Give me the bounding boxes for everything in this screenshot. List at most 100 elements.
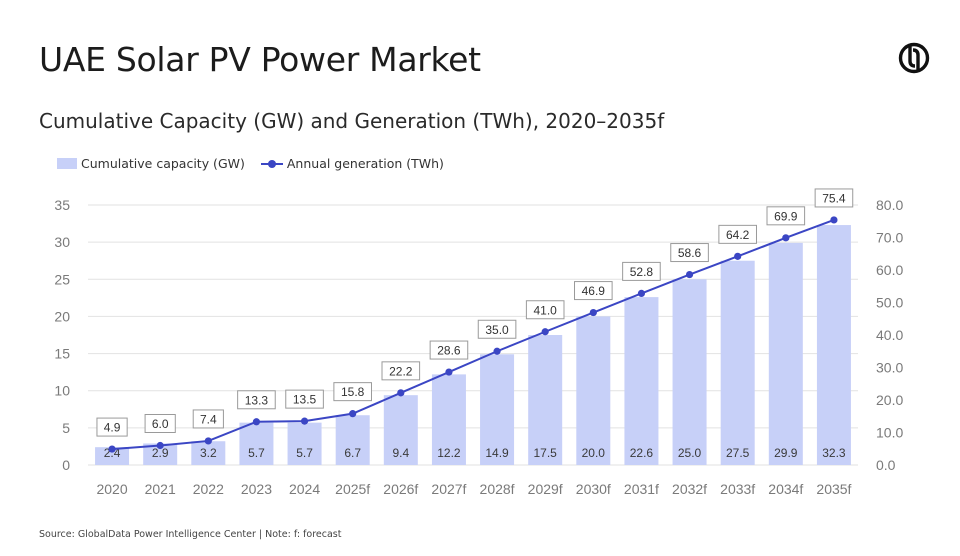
generation-label-box: [766, 206, 806, 226]
generation-point-label: 13.5: [293, 393, 317, 407]
capacity-bar-label: 25.0: [678, 446, 702, 460]
generation-point: [493, 347, 501, 355]
y-left-tick-label: 30: [54, 234, 70, 250]
generation-label-box: [192, 409, 224, 429]
capacity-bar: [191, 441, 226, 465]
generation-label-box: [333, 382, 372, 402]
generation-point-label: 69.9: [774, 209, 798, 223]
x-tick-label: 2031f: [624, 481, 659, 497]
x-tick-label: 2026f: [383, 481, 418, 497]
x-tick-label: 2020: [96, 481, 127, 497]
generation-point: [300, 417, 309, 425]
chart-legend: Cumulative capacity (GW) Annual generati…: [57, 156, 444, 171]
capacity-bar: [143, 443, 178, 465]
generation-point-label: 13.3: [245, 393, 269, 407]
y-right-tick-label: 80.0: [876, 197, 903, 213]
x-tick-label: 2027f: [431, 481, 466, 497]
globaldata-logo-icon: [898, 42, 930, 74]
generation-point-label: 52.8: [630, 265, 654, 279]
generation-point: [204, 437, 212, 445]
x-tick-label: 2032f: [672, 481, 707, 497]
capacity-bar: [720, 260, 755, 465]
x-tick-label: 2034f: [768, 481, 803, 497]
source-note: Source: GlobalData Power Intelligence Ce…: [39, 529, 342, 540]
x-tick-label: 2035f: [816, 481, 851, 497]
y-right-tick-label: 30.0: [876, 360, 903, 376]
x-tick-label: 2021: [145, 481, 176, 497]
generation-point: [156, 441, 164, 450]
generation-point: [589, 308, 597, 317]
y-right-tick-label: 70.0: [876, 230, 903, 246]
generation-label-box: [381, 361, 421, 381]
y-right-tick-label: 10.0: [876, 425, 903, 441]
x-tick-label: 2024: [289, 481, 320, 497]
generation-point-label: 64.2: [726, 228, 750, 242]
generation-point-label: 7.4: [200, 412, 217, 426]
generation-line: [111, 219, 835, 451]
legend-line-label: Annual generation (TWh): [286, 156, 444, 171]
capacity-bar-label: 22.6: [630, 446, 654, 460]
generation-point-label: 35.0: [485, 323, 509, 337]
capacity-bar-label: 32.3: [822, 446, 846, 460]
generation-point: [108, 445, 116, 453]
generation-point-label: 15.8: [341, 385, 365, 399]
x-tick-label: 2028f: [480, 481, 515, 497]
generation-point-label: 46.9: [582, 284, 606, 298]
generation-label-box: [477, 319, 517, 339]
generation-point: [445, 368, 453, 376]
capacity-bar: [816, 225, 851, 465]
capacity-bar-label: 9.4: [392, 446, 409, 460]
generation-point: [252, 418, 261, 426]
generation-point-label: 4.9: [104, 421, 121, 435]
generation-label-box: [574, 281, 613, 301]
y-right-tick-label: 60.0: [876, 262, 903, 278]
generation-label-box: [144, 414, 176, 433]
capacity-bar: [335, 415, 370, 465]
generation-point-label: 6.0: [152, 417, 169, 431]
capacity-bar: [480, 354, 515, 465]
generation-label-box: [285, 389, 324, 409]
page-title: UAE Solar PV Power Market: [39, 40, 481, 79]
generation-point-label: 28.6: [437, 344, 461, 358]
y-left-tick-label: 25: [54, 271, 70, 287]
generation-point: [782, 234, 790, 242]
capacity-bar: [528, 335, 563, 465]
chart-subtitle: Cumulative Capacity (GW) and Generation …: [39, 109, 665, 133]
generation-label-box: [429, 340, 469, 360]
generation-label-box: [237, 390, 276, 410]
capacity-bar: [95, 447, 130, 465]
generation-point: [349, 410, 357, 418]
capacity-bar-label: 29.9: [774, 446, 798, 460]
capacity-bar: [768, 242, 803, 465]
legend-line-swatch: [260, 158, 283, 170]
x-tick-label: 2025f: [335, 481, 370, 497]
generation-point-label: 58.6: [678, 246, 702, 260]
capacity-bar-label: 12.2: [437, 446, 461, 460]
capacity-bar-label: 17.5: [534, 446, 558, 460]
generation-point-label: 22.2: [389, 364, 413, 378]
capacity-bar-label: 27.5: [726, 446, 750, 460]
x-tick-label: 2030f: [576, 481, 611, 497]
capacity-bar-label: 3.2: [200, 446, 217, 460]
capacity-bar-label: 6.7: [344, 446, 361, 460]
x-tick-label: 2029f: [528, 481, 563, 497]
generation-point-label: 75.4: [822, 191, 846, 205]
generation-point-label: 41.0: [534, 303, 558, 317]
generation-point: [685, 270, 694, 279]
capacity-bar: [576, 316, 611, 465]
x-tick-label: 2023: [241, 481, 272, 497]
capacity-bar-label: 5.7: [296, 446, 313, 460]
x-tick-label: 2022: [193, 481, 224, 497]
y-left-tick-label: 5: [62, 420, 70, 436]
capacity-bar-label: 2.9: [152, 446, 169, 460]
y-left-tick-label: 20: [54, 308, 70, 324]
capacity-bar: [383, 395, 418, 465]
generation-label-box: [814, 188, 854, 208]
generation-label-box: [96, 417, 128, 437]
y-right-tick-label: 20.0: [876, 392, 903, 408]
capacity-bar: [239, 422, 274, 465]
capacity-bar: [287, 422, 322, 465]
y-right-tick-label: 50.0: [876, 295, 903, 311]
y-left-tick-label: 10: [54, 383, 70, 399]
